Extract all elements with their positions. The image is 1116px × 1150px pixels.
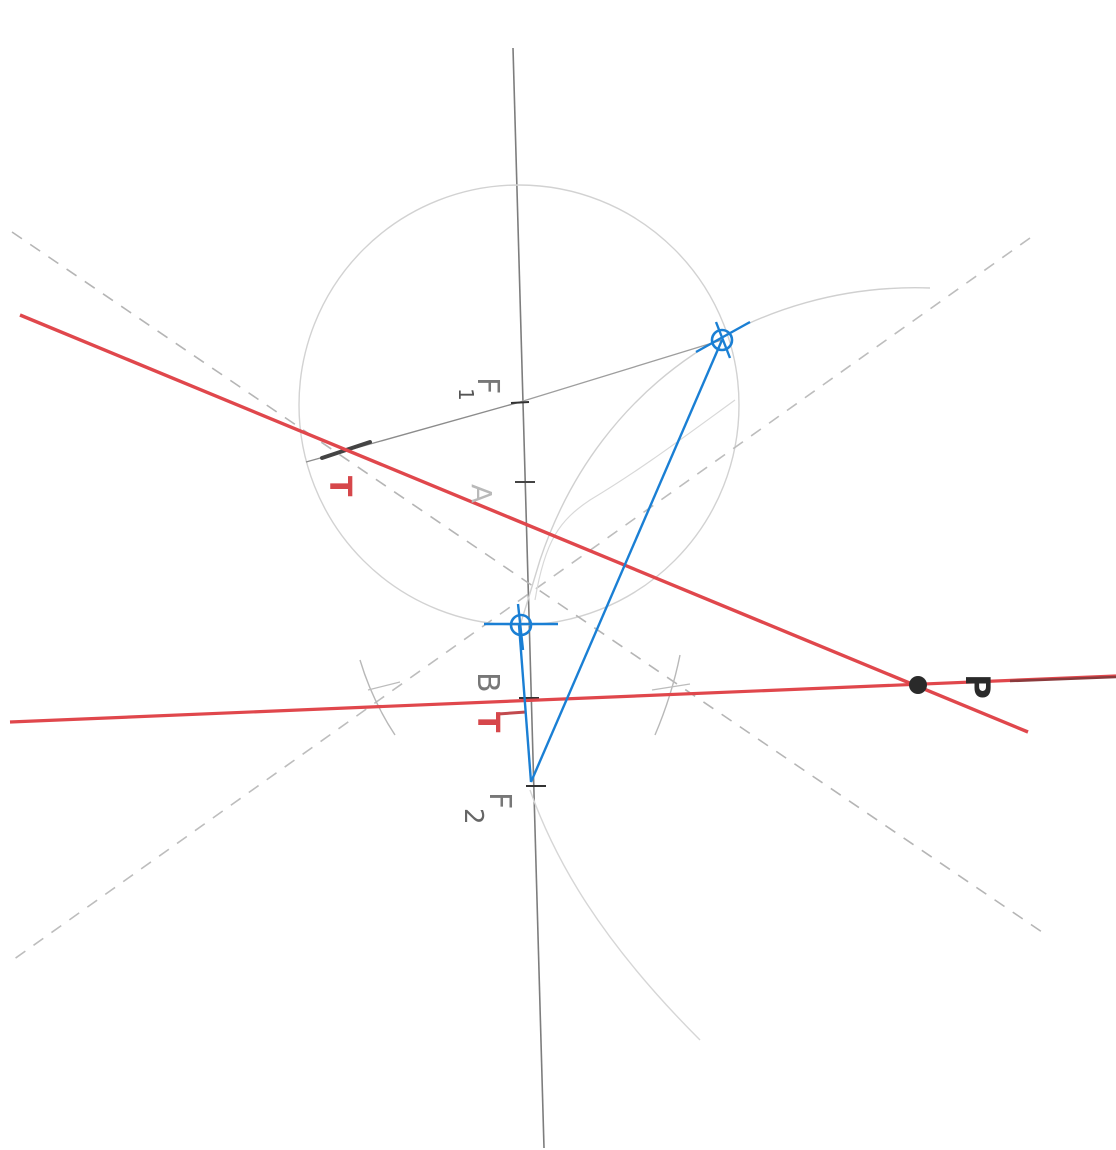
asymptote-1 bbox=[11, 231, 1043, 933]
arc-mark-left bbox=[359, 659, 396, 736]
hyperbola-branch-lower bbox=[529, 789, 701, 1041]
label-f2: F bbox=[482, 792, 517, 809]
label-point-p: P bbox=[957, 674, 997, 699]
tangent-line-lower bbox=[9, 674, 1116, 724]
focus-radius-line bbox=[519, 339, 723, 403]
circle-cross-icon bbox=[695, 320, 751, 359]
label-tangent-upper: T bbox=[322, 476, 357, 497]
blue-line-f2-to-contact bbox=[529, 339, 724, 783]
label-f1-sub: 1 bbox=[454, 388, 478, 401]
hyperbola-branch-upper bbox=[519, 287, 931, 626]
filled-dot-icon bbox=[909, 676, 927, 694]
tick-f1 bbox=[510, 401, 530, 404]
tangent-line-upper bbox=[19, 313, 1029, 734]
arc-cross-left bbox=[367, 681, 401, 691]
asymptote-2 bbox=[9, 237, 1031, 963]
tangent-line-lower-dark bbox=[1009, 675, 1116, 683]
blue-line-f2-to-vertex bbox=[517, 624, 533, 783]
tick-b-red bbox=[497, 710, 527, 716]
arc-cross-right bbox=[651, 683, 691, 691]
label-f2-sub: 2 bbox=[458, 808, 488, 825]
label-tangent-lower: T bbox=[470, 712, 505, 733]
hyperbola-branch-upper-inner bbox=[534, 399, 736, 601]
label-vertex-b: B bbox=[470, 672, 505, 693]
circle-cross-icon bbox=[484, 603, 558, 651]
label-vertex-a: A bbox=[465, 484, 498, 503]
label-f1: F bbox=[470, 377, 505, 394]
